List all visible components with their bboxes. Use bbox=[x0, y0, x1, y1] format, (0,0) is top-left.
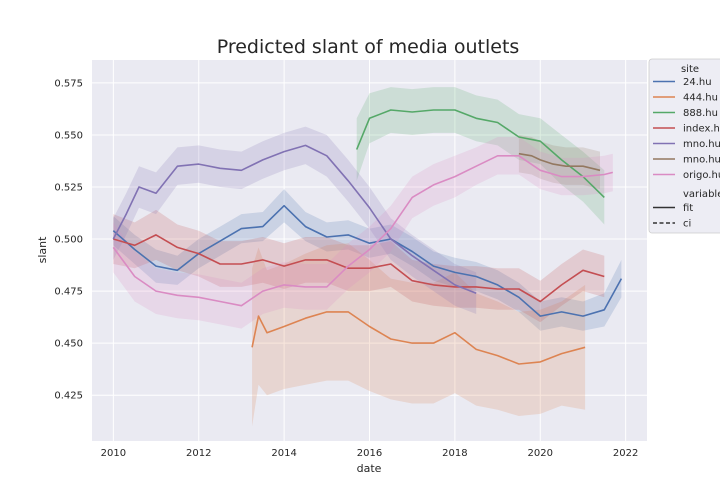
x-tick-label: 2014 bbox=[271, 448, 296, 459]
y-tick-label: 0.500 bbox=[54, 235, 83, 246]
series-line bbox=[251, 311, 586, 365]
confidence-bands bbox=[113, 87, 622, 427]
series-line bbox=[112, 144, 477, 294]
legend: site 24.hu 444.hu 888.hu index.hu mno.hu mno.… bbox=[648, 58, 720, 234]
x-axis-ticks: 2010 2012 2014 2016 2018 2020 2022 bbox=[101, 448, 639, 459]
legend-site-label: 24.hu bbox=[683, 77, 712, 88]
y-axis-label: slant bbox=[36, 236, 49, 263]
series-ci-band bbox=[113, 137, 613, 329]
legend-variable-label: fit bbox=[683, 203, 693, 214]
x-tick-label: 2018 bbox=[442, 448, 467, 459]
series-line bbox=[113, 234, 605, 303]
x-axis-label: date bbox=[357, 462, 382, 475]
legend-variable-label: ci bbox=[683, 219, 691, 230]
series-ci-band bbox=[252, 243, 586, 427]
legend-variable-title: variable bbox=[683, 189, 720, 200]
legend-site-label: origo.hu bbox=[683, 170, 720, 181]
legend-site-label: index.hu bbox=[683, 124, 720, 135]
series-line bbox=[518, 152, 601, 172]
legend-site-label: mno.hu bbox=[683, 139, 720, 150]
series-ci-band bbox=[113, 126, 477, 314]
x-tick-label: 2010 bbox=[101, 448, 126, 459]
series-ci-band bbox=[356, 87, 605, 225]
y-tick-label: 0.450 bbox=[54, 339, 83, 350]
y-tick-label: 0.550 bbox=[54, 130, 83, 141]
legend-site-label: mno.hu bbox=[683, 155, 720, 166]
series-ci-band bbox=[518, 135, 600, 190]
legend-site-title: site bbox=[681, 64, 699, 75]
series-ci-band bbox=[113, 189, 622, 331]
legend-site-entries: 24.hu 444.hu 888.hu index.hu mno.hu mno.hu ori… bbox=[653, 77, 720, 181]
legend-site-label: 444.hu bbox=[683, 93, 718, 104]
y-tick-label: 0.525 bbox=[54, 183, 83, 194]
y-axis-ticks: 0.425 0.450 0.475 0.500 0.525 0.550 0.575 bbox=[54, 78, 83, 401]
y-tick-label: 0.425 bbox=[54, 391, 83, 402]
x-tick-label: 2020 bbox=[528, 448, 553, 459]
y-tick-label: 0.575 bbox=[54, 78, 83, 89]
legend-variable-entries: fit ci bbox=[653, 203, 693, 230]
y-tick-label: 0.475 bbox=[54, 287, 83, 298]
legend-site-label: 888.hu bbox=[683, 108, 718, 119]
x-tick-label: 2012 bbox=[186, 448, 211, 459]
legend-box bbox=[648, 58, 720, 234]
x-tick-label: 2016 bbox=[357, 448, 382, 459]
series-ci-band bbox=[113, 209, 605, 323]
x-tick-label: 2022 bbox=[613, 448, 638, 459]
series-lines bbox=[112, 109, 623, 365]
series-line bbox=[355, 109, 605, 198]
chart-title: Predicted slant of media outlets bbox=[217, 36, 520, 58]
series-line bbox=[112, 155, 613, 307]
